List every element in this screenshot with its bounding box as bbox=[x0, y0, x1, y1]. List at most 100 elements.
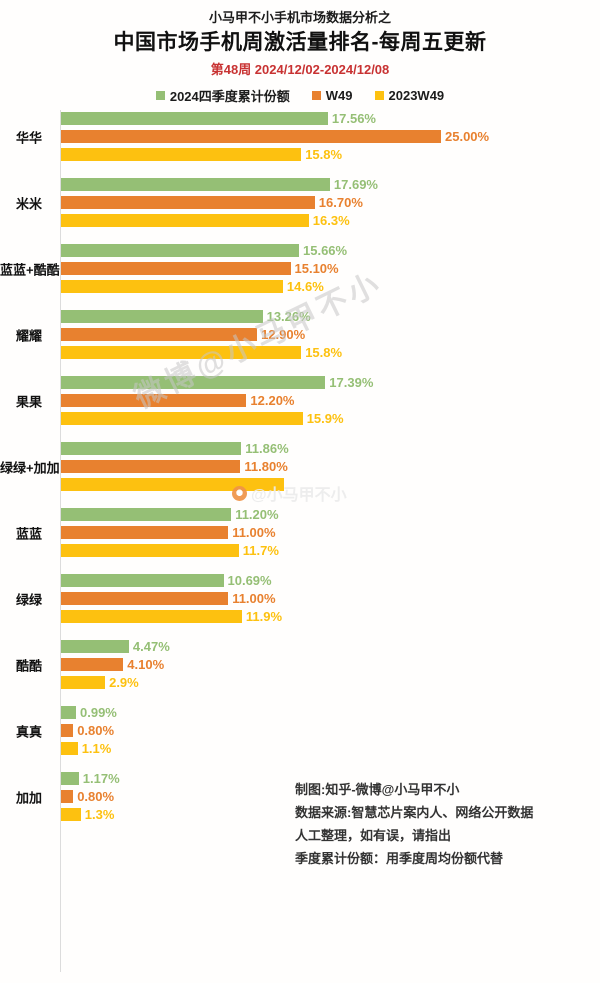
bar-2023w49 bbox=[61, 148, 302, 161]
bar-value-label: 15.9% bbox=[306, 411, 344, 426]
bar-value-label: 16.70% bbox=[318, 195, 363, 210]
bar-2023w49 bbox=[61, 214, 309, 227]
legend-item-2: 2023W49 bbox=[374, 88, 445, 103]
bar-row: 0.80% bbox=[61, 724, 600, 737]
bar-group: 绿绿+加加 11.86% 11.80% bbox=[0, 442, 600, 491]
bar-value-label: 11.7% bbox=[242, 543, 279, 558]
bar-value-label: 16.3% bbox=[312, 213, 350, 228]
bar-2024q4-share bbox=[61, 310, 263, 323]
bar-row: 15.8% bbox=[61, 346, 600, 359]
bar-row: 11.20% bbox=[61, 508, 600, 521]
category-label: 果果 bbox=[15, 394, 42, 409]
bar-w49 bbox=[61, 196, 315, 209]
category-label: 绿绿 bbox=[15, 592, 42, 607]
bar-2023w49 bbox=[61, 676, 106, 689]
bar-group: 果果 17.39% 12.20% 15.9% bbox=[0, 376, 600, 425]
bar-2023w49 bbox=[61, 808, 81, 821]
bar-2023w49 bbox=[61, 742, 78, 755]
bar-2024q4-share bbox=[61, 376, 326, 389]
bar-value-label: 4.10% bbox=[127, 657, 165, 672]
bar-value-label: 15.8% bbox=[305, 345, 343, 360]
bar-value-label: 1.17% bbox=[82, 771, 120, 786]
bar-value-label: 15.8% bbox=[305, 147, 343, 162]
bar-row: 13.26% bbox=[61, 310, 600, 323]
bar-row: 17.69% bbox=[61, 178, 600, 191]
bar-value-label: 14.6% bbox=[286, 279, 324, 294]
bar-group: 酷酷 4.47% 4.10% 2.9% bbox=[0, 640, 600, 689]
bar-w49 bbox=[61, 592, 229, 605]
bar-w49 bbox=[61, 130, 441, 143]
bar-value-label: 11.00% bbox=[232, 591, 276, 606]
bar-row: 11.00% bbox=[61, 592, 600, 605]
bar-value-label: 11.9% bbox=[245, 609, 283, 624]
bar-w49 bbox=[61, 526, 229, 539]
bar-row bbox=[61, 478, 600, 491]
bar-2024q4-share bbox=[61, 244, 299, 257]
bar-value-label: 17.69% bbox=[333, 177, 378, 192]
bar-group: 绿绿 10.69% 11.00% 11.9% bbox=[0, 574, 600, 623]
legend-item-1: W49 bbox=[311, 88, 353, 103]
bar-row: 15.8% bbox=[61, 148, 600, 161]
bar-2023w49 bbox=[61, 544, 239, 557]
bar-row: 4.10% bbox=[61, 658, 600, 671]
bar-w49 bbox=[61, 460, 241, 473]
bar-group: 耀耀 13.26% 12.90% 15.8% bbox=[0, 310, 600, 359]
bar-2024q4-share bbox=[61, 442, 242, 455]
bar-value-label: 11.86% bbox=[245, 441, 289, 456]
bar-row: 25.00% bbox=[61, 130, 600, 143]
bar-row: 0.80% bbox=[61, 790, 600, 803]
bar-row: 17.56% bbox=[61, 112, 600, 125]
bar-group: 加加 1.17% 0.80% 1.3% bbox=[0, 772, 600, 821]
bar-row: 11.86% bbox=[61, 442, 600, 455]
bar-2024q4-share bbox=[61, 706, 76, 719]
bar-value-label: 0.80% bbox=[77, 723, 115, 738]
bar-row: 10.69% bbox=[61, 574, 600, 587]
category-label: 加加 bbox=[15, 790, 42, 805]
bar-w49 bbox=[61, 394, 247, 407]
bar-row: 0.99% bbox=[61, 706, 600, 719]
bar-2024q4-share bbox=[61, 112, 328, 125]
bar-value-label: 25.00% bbox=[445, 129, 490, 144]
bar-value-label: 13.26% bbox=[266, 309, 311, 324]
chart-groups: 华华 17.56% 25.00% 15.8% 米米 17.69% 16.70% 16.3% 蓝蓝… bbox=[0, 112, 600, 838]
bar-value-label: 4.47% bbox=[132, 639, 170, 654]
bar-row: 2.9% bbox=[61, 676, 600, 689]
footer-line-0: 制图:知乎-微博@小马甲不小 bbox=[295, 782, 460, 797]
bar-2024q4-share bbox=[61, 640, 129, 653]
bar-row: 15.66% bbox=[61, 244, 600, 257]
bar-row: 12.20% bbox=[61, 394, 600, 407]
y-axis-line bbox=[60, 110, 61, 972]
bar-2024q4-share bbox=[61, 772, 79, 785]
legend-label: 2023W49 bbox=[388, 88, 445, 103]
page-title: 中国市场手机周激活量排名-每周五更新 bbox=[113, 31, 487, 54]
bar-2024q4-share bbox=[61, 574, 224, 587]
bar-2023w49 bbox=[61, 478, 285, 491]
category-label: 蓝蓝+酷酷 bbox=[0, 262, 60, 277]
bar-w49 bbox=[61, 658, 124, 671]
bar-row: 11.7% bbox=[61, 544, 600, 557]
bar-2023w49 bbox=[61, 412, 303, 425]
footer-notes: 制图:知乎-微博@小马甲不小数据来源:智慧芯片案内人、网络公开数据 人工整理，如有… bbox=[295, 778, 533, 870]
page-subtitle: 小马甲不小手机市场数据分析之 bbox=[208, 10, 391, 25]
bar-value-label: 0.99% bbox=[80, 705, 117, 720]
footer-line-3: 季度累计份额：用季度周均份额代替 bbox=[295, 851, 504, 866]
bar-group: 蓝蓝 11.20% 11.00% 11.7% bbox=[0, 508, 600, 557]
bar-w49 bbox=[61, 790, 74, 803]
bar-value-label: 17.56% bbox=[331, 111, 376, 126]
bar-group: 华华 17.56% 25.00% 15.8% bbox=[0, 112, 600, 161]
chart-legend: 2024四季度累计份额 W49 2023W49 bbox=[0, 86, 600, 105]
footer-line-2: 人工整理，如有误，请指出 bbox=[295, 828, 452, 843]
bar-2023w49 bbox=[61, 610, 242, 623]
legend-label: 2024四季度累计份额 bbox=[169, 89, 290, 104]
category-label: 耀耀 bbox=[15, 328, 42, 343]
bar-row: 1.17% bbox=[61, 772, 600, 785]
bar-2024q4-share bbox=[61, 508, 232, 521]
bar-2024q4-share bbox=[61, 178, 330, 191]
legend-label: W49 bbox=[325, 88, 353, 103]
bar-value-label: 15.66% bbox=[303, 243, 348, 258]
period-label: 第48周 2024/12/02-2024/12/08 bbox=[210, 62, 390, 77]
footer-line-1: 数据来源:智慧芯片案内人、网络公开数据 bbox=[295, 805, 534, 820]
category-label: 蓝蓝 bbox=[15, 526, 42, 541]
bar-row: 14.6% bbox=[61, 280, 600, 293]
bar-value-label: 11.00% bbox=[232, 525, 276, 540]
